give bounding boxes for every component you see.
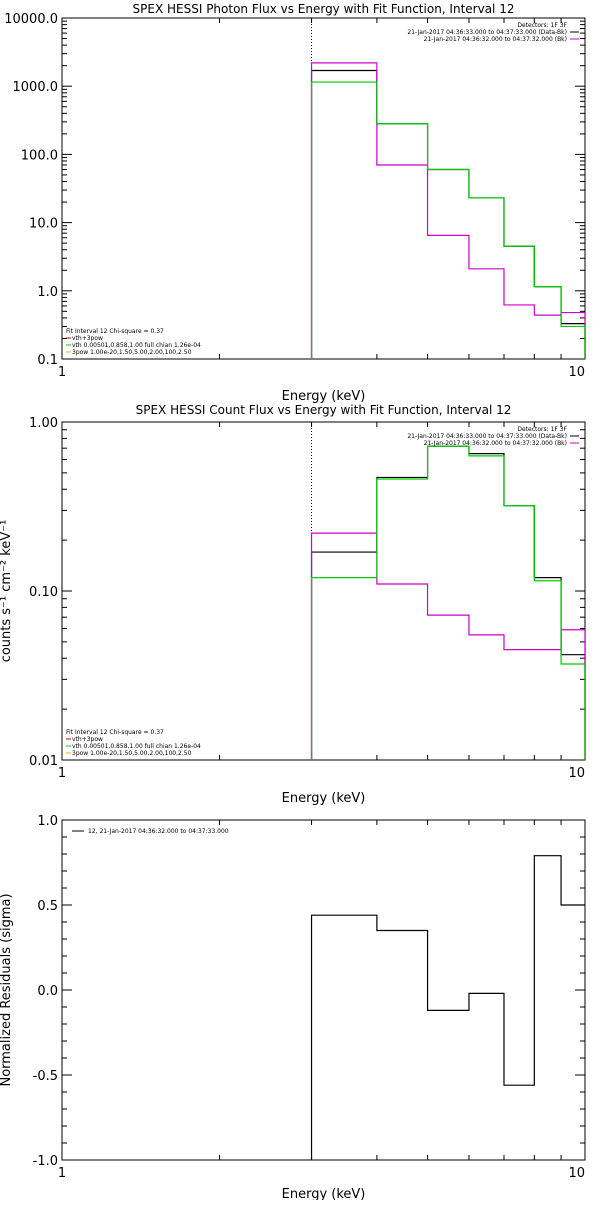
legend-entry: vth+3pow (72, 335, 103, 342)
plot-frame (61, 421, 586, 761)
x-axis-title: Energy (keV) (282, 791, 366, 806)
legend-entry: Fit Interval 12 Chi-square = 0.37 (66, 729, 164, 736)
y-tick-label: 10000.0 (4, 12, 58, 27)
x-axis: 1 10 (58, 820, 586, 1181)
y-tick-label: 1.0 (37, 285, 58, 300)
legend-entry: vth 0.00501,0.858,1.00 full chian 1.26e-… (72, 342, 201, 349)
x-tick-label: 10 (568, 1166, 585, 1181)
x-tick-label: 10 (568, 766, 585, 781)
y-axis: -1.0 -0.5 0.0 0.5 1.0 (33, 814, 585, 1169)
series-bk-line (310, 62, 585, 359)
y-tick-label: 0.1 (37, 353, 58, 368)
y-tick-label: 100.0 (21, 148, 58, 163)
y-tick-label: 0.10 (29, 585, 58, 600)
series-vth-3pow-line (310, 81, 585, 359)
legend-entry: Fit Interval 12 Chi-square = 0.37 (66, 328, 164, 335)
x-axis: 1 10 (58, 18, 586, 380)
y-tick-label: 1000.0 (13, 80, 59, 95)
y-tick-label: 0.01 (29, 754, 58, 769)
legend-entry: 3pow 1.00e-20,1.50,5.00,2.00,100,2.50 (72, 349, 192, 356)
plot-frame (61, 17, 586, 360)
legend-entry: 21-Jan-2017 04:36:32.000 to 04:37:32.000… (424, 440, 567, 447)
y-tick-label: 1.00 (29, 416, 58, 431)
legend-entry: 12, 21-Jan-2017 04:36:32.000 to 04:37:33… (88, 828, 229, 835)
y-tick-label: 1.0 (37, 814, 58, 829)
legend-entry: vth+3pow (72, 736, 103, 743)
legend-entry: 21-Jan-2017 04:36:33.000 to 04:37:33.000… (407, 433, 567, 440)
panel-residuals: 1 10 Energy (keV) -1.0 -0.5 0.0 0.5 1.0 Normaliz… (0, 814, 586, 1202)
x-axis: 1 10 (58, 422, 586, 781)
legend-top: 12, 21-Jan-2017 04:36:32.000 to 04:37:33… (72, 828, 229, 835)
panel-count-flux: SPEX HESSI Count Flux vs Energy with Fit… (0, 403, 586, 806)
legend-entry: Detectors: 1F 3F (517, 22, 567, 29)
legend-bottom: Fit Interval 12 Chi-square = 0.37vth+3po… (66, 729, 201, 757)
y-axis-title: counts s⁻¹ cm⁻² keV⁻¹ (0, 520, 14, 663)
series-data-bk-line (310, 69, 585, 359)
chart-title: SPEX HESSI Count Flux vs Energy with Fit… (136, 403, 512, 417)
x-tick-label: 1 (58, 766, 66, 781)
series-vth-3pow-line (310, 445, 585, 760)
series-residuals-line (310, 855, 585, 1160)
x-tick-label: 1 (58, 1166, 66, 1181)
y-tick-label: -1.0 (33, 1154, 58, 1169)
chart-title: SPEX HESSI Photon Flux vs Energy with Fi… (133, 2, 515, 16)
plot-frame (61, 819, 586, 1161)
series-bk-line (310, 532, 585, 760)
legend-entry: Detectors: 1F 3F (517, 426, 567, 433)
y-axis: 0.1 1.0 10.0 100.0 1000.0 10000.0 (4, 12, 585, 368)
legend-bottom: Fit Interval 12 Chi-square = 0.37vth+3po… (66, 328, 201, 356)
x-axis-title: Energy (keV) (282, 1187, 366, 1200)
panel-photon-flux: SPEX HESSI Photon Flux vs Energy with Fi… (4, 2, 586, 404)
y-axis-title: Normalized Residuals (sigma) (0, 893, 14, 1086)
y-axis: 0.01 0.10 1.00 (29, 416, 585, 769)
legend-entry: 21-Jan-2017 04:36:32.000 to 04:37:32.000… (424, 36, 567, 43)
legend-entry: 21-Jan-2017 04:36:33.000 to 04:37:33.000… (407, 29, 567, 36)
y-tick-label: 0.0 (37, 984, 58, 999)
series-data-bk-line (310, 445, 585, 760)
legend-entry: vth 0.00501,0.858,1.00 full chian 1.26e-… (72, 743, 201, 750)
x-tick-label: 10 (568, 365, 585, 380)
y-tick-label: -0.5 (33, 1069, 58, 1084)
legend-entry: 3pow 1.00e-20,1.50,5.00,2.00,100,2.50 (72, 750, 192, 757)
x-axis-title: Energy (keV) (282, 389, 366, 404)
x-tick-label: 1 (58, 365, 66, 380)
y-tick-label: 0.5 (37, 899, 58, 914)
y-tick-label: 10.0 (29, 217, 58, 232)
